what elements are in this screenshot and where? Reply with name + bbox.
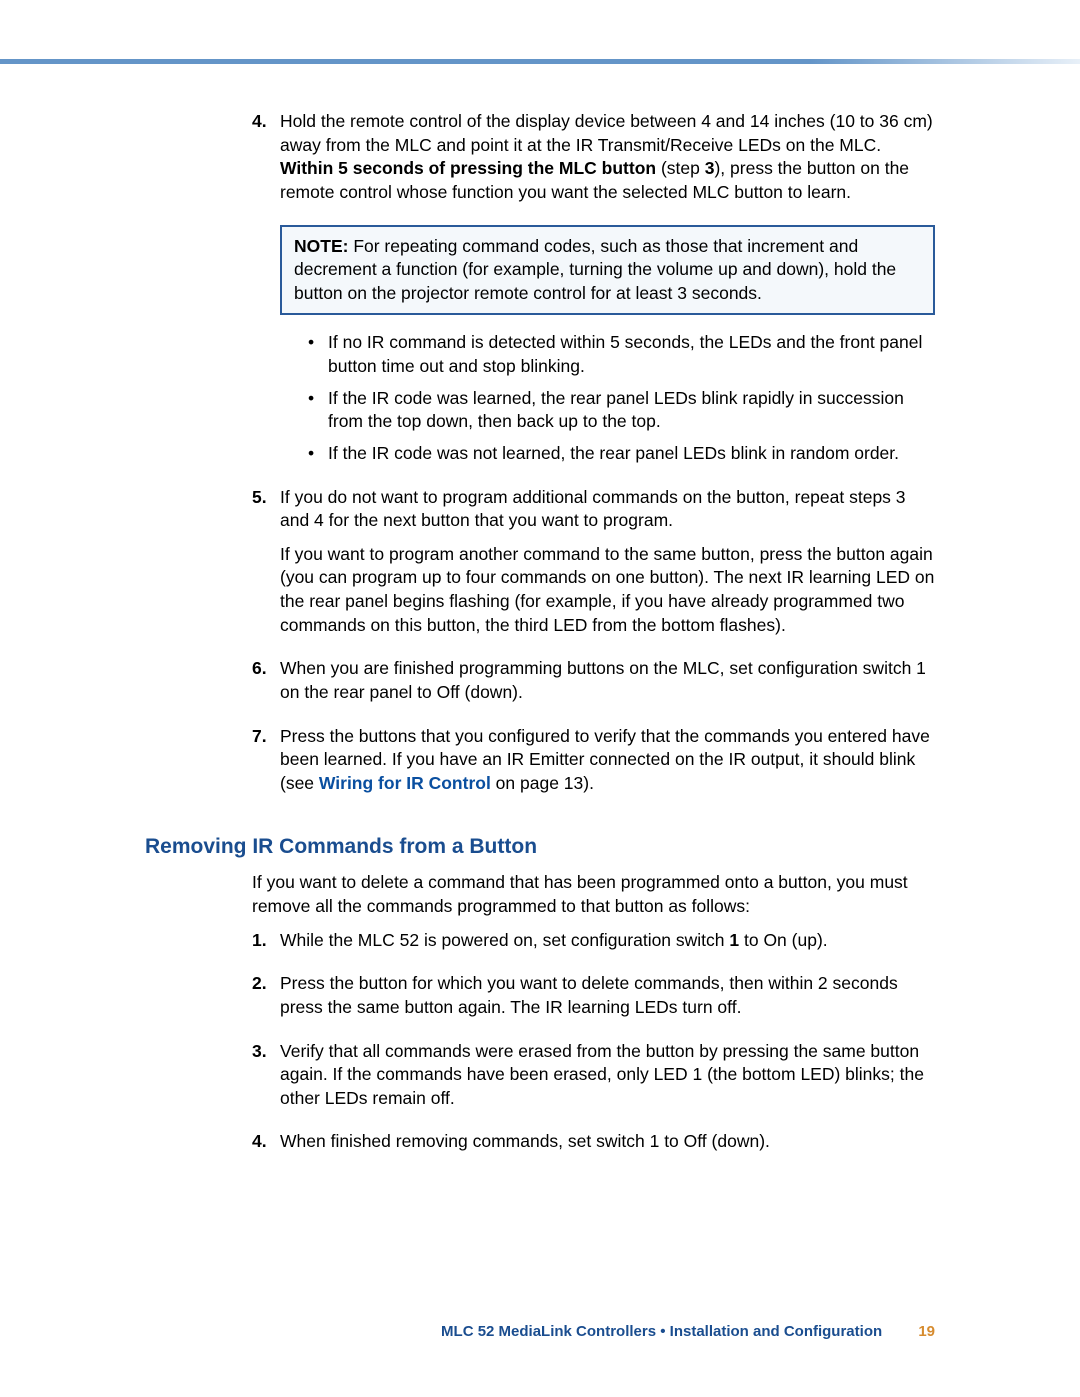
footer-title: MLC 52 MediaLink Controllers • Installat… (441, 1323, 882, 1340)
s2-step-4: 4. When finished removing commands, set … (252, 1130, 935, 1164)
step-number: 5. (252, 486, 280, 648)
step-5: 5. If you do not want to program additio… (252, 486, 935, 648)
note-text: For repeating command codes, such as tho… (294, 236, 896, 303)
step-number: 3. (252, 1040, 280, 1121)
step-4-bullets-wrap: If no IR command is detected within 5 se… (252, 331, 935, 475)
step-number: 2. (252, 972, 280, 1029)
wiring-link[interactable]: Wiring for IR Control (319, 773, 491, 793)
step-4-text: Hold the remote control of the display d… (280, 110, 935, 205)
s2-step-1: 1. While the MLC 52 is powered on, set c… (252, 929, 935, 963)
header-bar (0, 59, 1080, 64)
section2-heading: Removing IR Commands from a Button (145, 835, 935, 859)
step-number: 7. (252, 725, 280, 806)
s2-step-2: 2. Press the button for which you want t… (252, 972, 935, 1029)
bullet-item: If the IR code was not learned, the rear… (304, 442, 935, 466)
page-content: 4. Hold the remote control of the displa… (145, 110, 935, 1174)
step-5-p1: If you do not want to program additional… (280, 486, 935, 533)
page-footer: MLC 52 MediaLink Controllers • Installat… (0, 1323, 1080, 1340)
section2-intro: If you want to delete a command that has… (252, 871, 935, 918)
step-6: 6. When you are finished programming but… (252, 657, 935, 714)
step-7: 7. Press the buttons that you configured… (252, 725, 935, 806)
footer-page-number: 19 (918, 1323, 935, 1340)
bullet-item: If no IR command is detected within 5 se… (304, 331, 935, 378)
bullet-item: If the IR code was learned, the rear pan… (304, 387, 935, 434)
step-number: 6. (252, 657, 280, 714)
s2-step-3: 3. Verify that all commands were erased … (252, 1040, 935, 1121)
section2-body: If you want to delete a command that has… (252, 871, 935, 1164)
step-number: 4. (252, 110, 280, 215)
note-box: NOTE: For repeating command codes, such … (280, 225, 935, 316)
s2-step1-text: While the MLC 52 is powered on, set conf… (280, 929, 935, 953)
step-number: 1. (252, 929, 280, 963)
step-6-text: When you are finished programming button… (280, 657, 935, 704)
s2-step3-text: Verify that all commands were erased fro… (280, 1040, 935, 1111)
step-4: 4. Hold the remote control of the displa… (252, 110, 935, 215)
section1-steps: 4. Hold the remote control of the displa… (252, 110, 935, 805)
step-7-text: Press the buttons that you configured to… (280, 725, 935, 796)
s2-step4-text: When finished removing commands, set swi… (280, 1130, 935, 1154)
step-number: 4. (252, 1130, 280, 1164)
note-label: NOTE: (294, 236, 348, 256)
step-5-p2: If you want to program another command t… (280, 543, 935, 638)
s2-step2-text: Press the button for which you want to d… (280, 972, 935, 1019)
